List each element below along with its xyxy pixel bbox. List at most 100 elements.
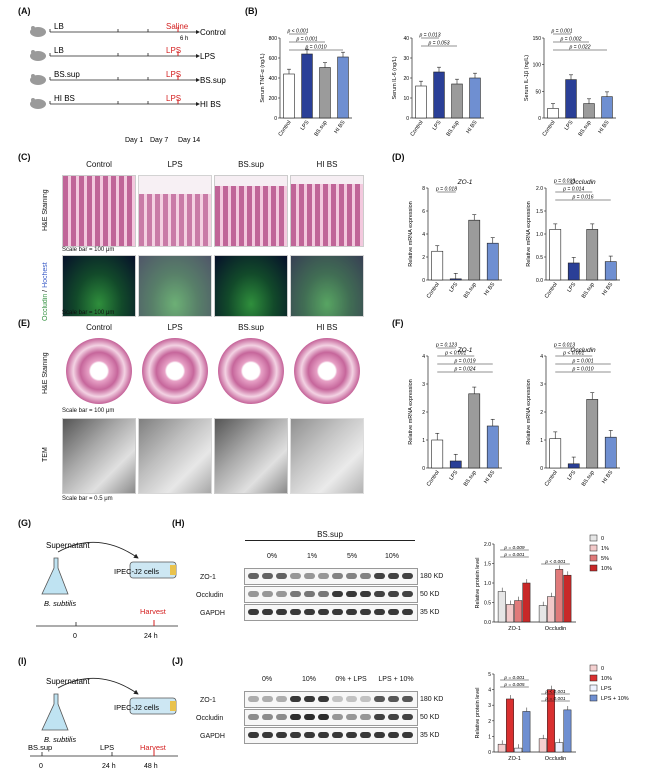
blot-band [262,696,273,702]
x-tick-label: Occludin [545,756,566,762]
bar-chart: 0 200 400 600 800 Serum TNF-α (ng/L) Control LP… [260,29,352,138]
bar [567,262,580,281]
blot-band [360,609,371,615]
panel-label-b: (B) [245,6,258,16]
blot-band [346,573,357,579]
blot-band [360,591,371,597]
y-tick-label: 10 [403,96,409,102]
bar [301,53,313,119]
y-tick-label: 1.5 [484,562,491,568]
blot-band [304,591,315,597]
bar-chart: 0 50 100 150 Serum IL-1β (ng/L) Control LPS BS.… [524,29,616,138]
p-value-label: p = 0.001 [572,359,594,365]
chart-title: ZO-1 [457,179,473,186]
chart-title: Occludin [570,347,596,354]
y-tick-label: 0.5 [536,255,543,261]
kd-35-h: 35 KD [420,609,440,616]
y-tick-label: 0.0 [484,620,491,626]
scale-bar-label-c2: Scale bar = 100 μm [62,310,115,316]
bar [522,711,531,753]
y-tick-label: 2 [422,255,425,261]
blot-band [304,714,315,720]
p-value-label: p = 0.013 [553,343,575,349]
p-value-label: p = 0.001 [544,696,565,702]
y-axis-label: Relative mRNA expression [526,201,532,266]
y-tick-label: 1 [422,438,425,444]
blot-band [332,732,343,738]
legend-swatch [589,544,598,552]
bar-chart: 0 10 20 30 40 Serum IL-6 (ng/L) Control LPS BS.s… [392,33,484,138]
y-tick-label: 150 [533,36,542,42]
bar [586,399,599,469]
blot-band [290,609,301,615]
bar-chart: 0 1 2 3 4 Relative mRNA expression ZO-1 Control… [408,343,502,488]
blot-band [402,696,413,702]
blot-band [360,732,371,738]
x-tick-label: LPS [432,119,443,131]
x-tick-label: BS.sup [581,282,596,300]
blot-band [304,732,315,738]
chart-title: Occludin [570,179,596,186]
legend-swatch [589,694,598,702]
blot-band [276,714,287,720]
bar [469,77,481,119]
group-label-lps: LPS [167,160,183,169]
y-tick-label: 2 [540,410,543,416]
blot-band [290,732,301,738]
blot-band [318,591,329,597]
organism-label: B. subtilis [44,599,76,608]
blot-band [388,732,399,738]
kd-180-j: 180 KD [420,696,444,703]
dose-1: 1% [306,553,318,560]
x-tick-label: Control [410,120,425,138]
blot-strip-gapdh-j [244,727,418,744]
legend-swatch [589,664,598,672]
bar [549,438,562,469]
panel-label-i: (I) [18,656,27,666]
blot-strip-occludin-j [244,709,418,726]
lane-lps-10: LPS + 10% [378,676,414,683]
x-tick-label: LPS [300,119,311,131]
blot-band [402,714,413,720]
y-tick-label: 5 [488,672,491,678]
organism-label-i: B. subtilis [44,735,76,744]
bar [433,71,445,119]
y-tick-label: 0.5 [484,601,491,607]
y-axis-label: Serum IL-6 (ng/L) [392,56,398,99]
blot-band [332,591,343,597]
blot-band [332,573,343,579]
row-group-label: BS.sup [200,76,226,85]
p-value-label: p < 0.001 [544,689,565,695]
y-tick-label: 0 [422,278,425,284]
bar [514,600,523,623]
group-label-hibs-e: HI BS [316,323,338,332]
blot-band [304,609,315,615]
blot-band [262,732,273,738]
y-tick-label: 100 [533,63,542,69]
chart-title: ZO-1 [457,347,473,354]
protein-zo1-j: ZO-1 [200,697,216,704]
if-image-control [62,255,136,317]
y-tick-label: 2.0 [484,542,491,548]
bar [547,596,555,623]
row-treatment-label: BS.sup [54,70,80,79]
y-axis-label: Serum IL-1β (ng/L) [524,55,530,101]
p-value-label: p < 0.001 [444,351,466,357]
panel-label-e: (E) [18,318,30,328]
y-tick-label: 2.0 [536,186,543,192]
y-tick-label: 2 [422,410,425,416]
scale-bar-label-e1: Scale bar = 100 μm [62,408,115,414]
y-tick-label: 4 [422,354,425,360]
bar [449,460,462,469]
blot-band [248,591,259,597]
kd-50-h: 50 KD [420,591,440,598]
panel-j-chart: 0 1 2 3 4 5 Relative protein level ZO-1 Occludin… [475,664,629,762]
transfer-arrow-icon-i [57,678,139,695]
p-value-label: p < 0.001 [287,29,309,35]
blot-band [332,609,343,615]
protein-gapdh-h: GAPDH [200,610,225,617]
p-value-label: p = 0.010 [572,367,594,373]
blot-band [276,573,287,579]
bar [538,605,547,623]
row-treatment-label: HI BS [54,94,75,103]
